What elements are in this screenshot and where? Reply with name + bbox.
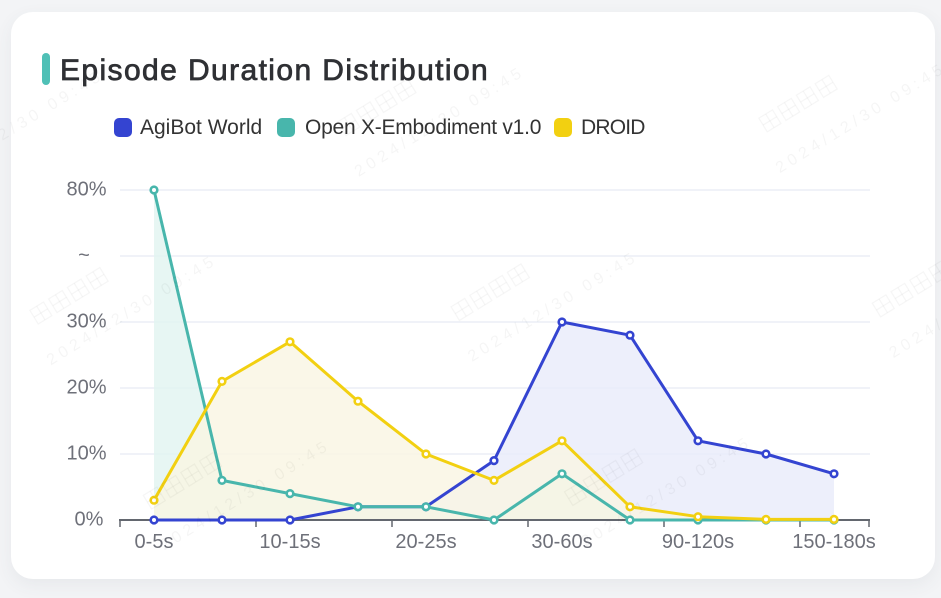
svg-text:0-5s: 0-5s <box>135 531 174 553</box>
svg-text:2024/12/30 09:45: 2024/12/30 09:45 <box>773 60 941 177</box>
svg-text:10%: 10% <box>66 443 106 465</box>
svg-text:30%: 30% <box>66 311 106 333</box>
svg-text:2024/12/30 09:45: 2024/12/30 09:45 <box>886 245 941 362</box>
svg-text:90-120s: 90-120s <box>662 531 734 553</box>
svg-text:150-180s: 150-180s <box>792 531 875 553</box>
svg-text:80%: 80% <box>66 179 106 201</box>
svg-text:10-15s: 10-15s <box>259 531 320 553</box>
svg-text:20%: 20% <box>66 377 106 399</box>
svg-text:30-60s: 30-60s <box>531 531 592 553</box>
svg-text:~: ~ <box>78 245 90 267</box>
svg-text:20-25s: 20-25s <box>395 531 456 553</box>
svg-text:2024/12/30 09:45: 2024/12/30 09:45 <box>0 67 107 184</box>
svg-text:0%: 0% <box>75 509 104 531</box>
svg-text:2024/12/30 09:45: 2024/12/30 09:45 <box>352 63 528 180</box>
